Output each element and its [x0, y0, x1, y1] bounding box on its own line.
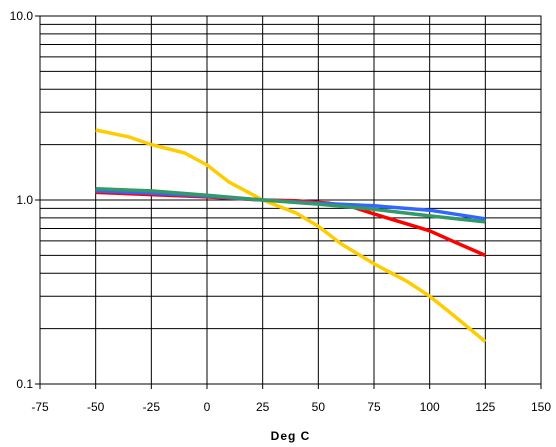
y-tick-labels: 0.1 1.0 10.0 — [10, 9, 34, 391]
x-tick-label: 50 — [312, 400, 326, 414]
x-tick-label: -25 — [143, 400, 161, 414]
x-axis-title: Deg C — [271, 429, 311, 443]
x-tick-label: 150 — [531, 400, 551, 414]
x-tick-label: 125 — [475, 400, 495, 414]
x-tick-label: 0 — [204, 400, 211, 414]
y-tick-label: 1.0 — [16, 193, 33, 207]
series-group — [95, 128, 487, 343]
x-tick-label: -50 — [87, 400, 105, 414]
plot-frame — [35, 15, 542, 389]
x-tick-label: -75 — [31, 400, 49, 414]
y-tick-label: 10.0 — [10, 9, 34, 23]
series-line-4 — [95, 187, 486, 224]
x-tick-label: 25 — [256, 400, 270, 414]
x-tick-label: 75 — [367, 400, 381, 414]
x-tick-labels: -75 -50 -25 0 25 50 75 100 125 150 — [31, 400, 551, 414]
grid — [39, 16, 542, 385]
series-line-1 — [95, 128, 487, 343]
x-tick-label: 100 — [420, 400, 440, 414]
y-tick-label: 0.1 — [16, 377, 33, 391]
